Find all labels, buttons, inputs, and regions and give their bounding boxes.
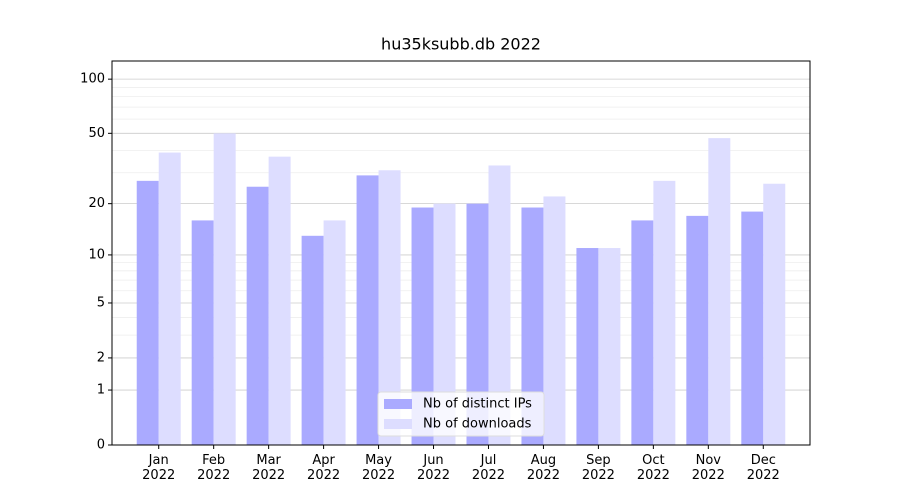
plot-frame bbox=[111, 60, 811, 446]
legend: Nb of distinct IPs Nb of downloads bbox=[377, 391, 545, 437]
bar bbox=[323, 220, 346, 445]
bar bbox=[268, 156, 291, 445]
bar bbox=[378, 170, 401, 445]
y-tick-label: 50 bbox=[88, 126, 105, 141]
bar bbox=[631, 220, 654, 445]
bar bbox=[543, 196, 566, 445]
x-tick-label: Aug 2022 bbox=[526, 453, 560, 483]
bar bbox=[521, 207, 544, 445]
x-tick-label: Feb 2022 bbox=[197, 453, 231, 483]
bar bbox=[576, 248, 599, 445]
y-tick-label: 0 bbox=[97, 438, 105, 453]
x-tick-label: Sep 2022 bbox=[581, 453, 615, 483]
bar bbox=[246, 186, 269, 446]
x-tick-label: Mar 2022 bbox=[252, 453, 286, 483]
x-tick-label: Dec 2022 bbox=[746, 453, 780, 483]
bar bbox=[741, 211, 764, 445]
chart-title: hu35ksubb.db 2022 bbox=[381, 35, 541, 54]
bar bbox=[466, 203, 489, 445]
bar bbox=[356, 175, 379, 446]
y-tick-label: 1 bbox=[97, 383, 105, 398]
x-tick-label: May 2022 bbox=[362, 453, 396, 483]
legend-label: Nb of downloads bbox=[423, 417, 532, 432]
legend-label: Nb of distinct IPs bbox=[423, 397, 532, 412]
bar bbox=[158, 152, 181, 445]
x-tick-label: Oct 2022 bbox=[636, 453, 670, 483]
bar bbox=[598, 248, 621, 445]
y-tick-label: 100 bbox=[80, 72, 105, 87]
legend-box bbox=[377, 391, 545, 437]
legend-swatch bbox=[384, 399, 412, 409]
x-tick-label: Jan 2022 bbox=[142, 453, 176, 483]
bar bbox=[686, 215, 709, 445]
x-tick-label: Apr 2022 bbox=[307, 453, 341, 483]
bar bbox=[411, 207, 434, 445]
bar bbox=[213, 133, 236, 446]
x-tick-label: Nov 2022 bbox=[691, 453, 725, 483]
bar bbox=[191, 220, 214, 445]
y-tick-label: 20 bbox=[88, 196, 105, 211]
bar bbox=[433, 203, 456, 445]
bar bbox=[653, 180, 676, 445]
x-tick-label: Jun 2022 bbox=[416, 453, 451, 483]
bar bbox=[136, 180, 159, 445]
bar bbox=[763, 183, 786, 445]
y-tick-label: 2 bbox=[97, 350, 105, 365]
bar bbox=[488, 165, 511, 445]
x-tick-label: Jul 2022 bbox=[471, 453, 506, 483]
bar bbox=[708, 138, 731, 446]
y-tick-label: 5 bbox=[97, 295, 105, 310]
y-tick-label: 10 bbox=[88, 247, 105, 262]
bar bbox=[301, 235, 324, 445]
legend-swatch bbox=[384, 419, 412, 429]
